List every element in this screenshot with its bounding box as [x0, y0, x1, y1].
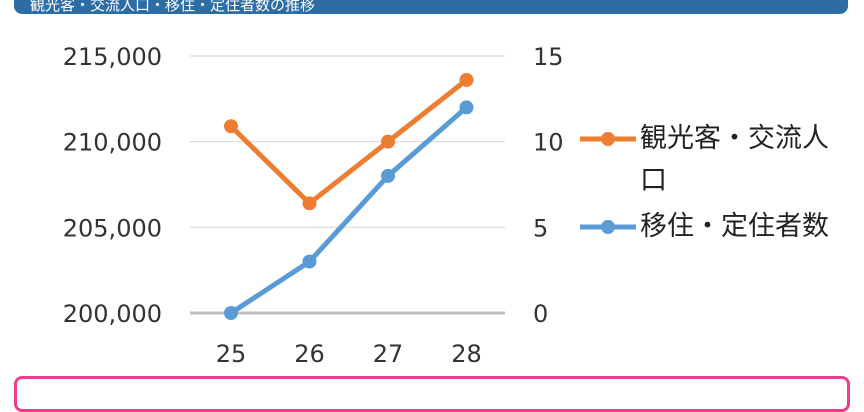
x-axis-tick-label: 25 — [216, 340, 247, 368]
legend-item-tourists: 観光客・交流人口 — [576, 118, 846, 202]
series-layer — [224, 72, 474, 320]
left-axis-tick-label: 215,000 — [63, 43, 162, 71]
x-axis-tick-label: 28 — [451, 340, 482, 368]
data-point-tourists — [302, 196, 317, 211]
left-axis-ticks: 200,000 205,000 210,000 215,000 — [63, 43, 162, 328]
series-line-residents — [228, 104, 469, 316]
banner-text: 観光客・交流人口・移住・定住者数の推移 — [30, 0, 316, 14]
right-axis-tick-label: 15 — [533, 43, 564, 71]
legend-swatch-residents — [580, 220, 636, 234]
series-line-tourists — [228, 77, 469, 206]
bottom-panel — [14, 376, 850, 412]
gridlines — [190, 55, 505, 315]
left-axis-tick-label: 205,000 — [63, 214, 162, 242]
line-chart: 200,000 205,000 210,000 215,000 0 5 10 15 25 26… — [63, 43, 564, 368]
left-axis-tick-label: 200,000 — [63, 300, 162, 328]
data-point-residents — [224, 306, 238, 320]
x-axis-ticks: 25 26 27 28 — [216, 340, 482, 368]
data-point-residents — [302, 254, 317, 269]
legend-label-tourists: 観光客・交流人口 — [640, 123, 829, 196]
right-axis-ticks: 0 5 10 15 — [533, 43, 564, 328]
data-point-tourists — [459, 72, 474, 87]
legend-swatch-tourists — [580, 132, 636, 146]
legend-label-residents: 移住・定住者数 — [640, 211, 829, 242]
x-axis-tick-label: 26 — [294, 340, 325, 368]
data-point-residents — [381, 168, 395, 183]
data-point-tourists — [224, 119, 238, 134]
x-axis-tick-label: 27 — [373, 340, 404, 368]
top-banner — [14, 0, 848, 14]
data-point-residents — [459, 100, 474, 115]
legend-item-residents: 移住・定住者数 — [576, 206, 846, 290]
right-axis-tick-label: 5 — [533, 214, 548, 242]
left-axis-tick-label: 210,000 — [63, 129, 162, 157]
data-point-tourists — [381, 134, 395, 149]
right-axis-tick-label: 0 — [533, 300, 548, 328]
right-axis-tick-label: 10 — [533, 129, 564, 157]
